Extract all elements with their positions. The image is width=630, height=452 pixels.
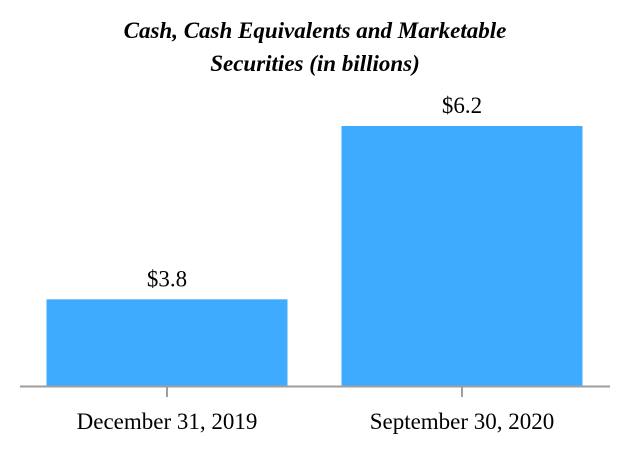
- bar-2: [341, 126, 583, 386]
- bar-1: [46, 299, 288, 386]
- chart-title-line-1: Cash, Cash Equivalents and Marketable: [123, 18, 507, 43]
- x-tick-label-1: December 31, 2019: [77, 409, 258, 434]
- chart-title: Cash, Cash Equivalents and Marketable Se…: [0, 14, 630, 80]
- x-tick-label-2: September 30, 2020: [370, 409, 555, 434]
- data-label-2: $6.2: [442, 93, 482, 118]
- chart-title-line-2: Securities (in billions): [210, 51, 420, 76]
- data-label-1: $3.8: [147, 266, 187, 291]
